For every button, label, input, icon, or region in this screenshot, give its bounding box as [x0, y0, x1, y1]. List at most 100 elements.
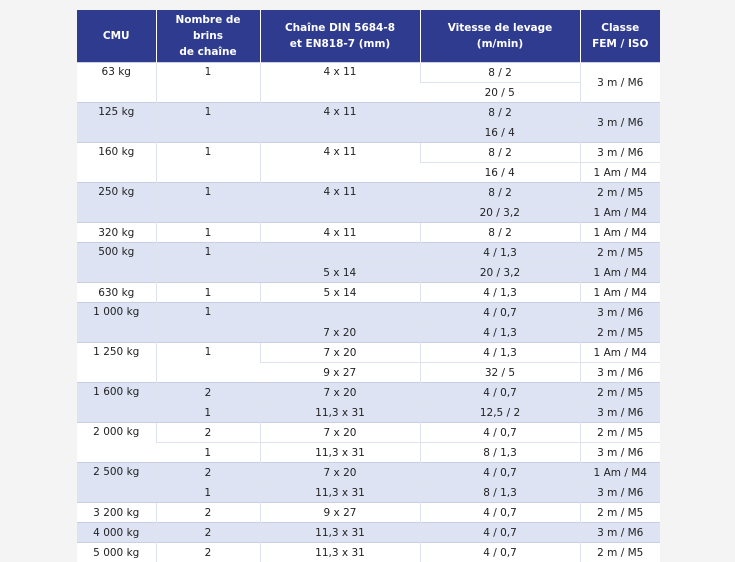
cell-classe: 3 m / M6: [579, 102, 660, 143]
cell-chaine: [259, 242, 420, 263]
cell-classe: 3 m / M6: [579, 362, 660, 383]
cell-brins: 2: [155, 542, 260, 562]
table-row: 1 000 kg 1 4 / 0,7 3 m / M6: [77, 302, 660, 343]
table-row: 5 000 kg 2 11,3 x 31 4 / 0,7 2 m / M5: [77, 542, 660, 562]
table-row: 7 x 20 4 / 1,3 2 m / M5: [77, 322, 660, 343]
cell-vitesse: 4 / 1,3: [419, 242, 580, 263]
cell-chaine: 4 x 11: [259, 182, 420, 223]
cell-chaine: 7 x 20: [259, 462, 420, 483]
table-row: 1 11,3 x 31 8 / 1,3 3 m / M6: [77, 442, 660, 463]
cell-brins: 1: [155, 342, 260, 383]
cell-classe: 2 m / M5: [579, 242, 660, 263]
cell-chaine: 11,3 x 31: [259, 482, 420, 503]
cell-chaine: 4 x 11: [259, 222, 420, 243]
cell-classe: 1 Am / M4: [579, 222, 660, 243]
header-classe: Classe FEM / ISO: [579, 10, 660, 63]
cell-classe: 1 Am / M4: [579, 162, 660, 183]
table-row: 2 500 kg 2 7 x 20 4 / 0,7 1 Am / M4: [77, 462, 660, 503]
cell-classe: 3 m / M6: [579, 482, 660, 503]
cell-classe: 1 Am / M4: [579, 282, 660, 303]
cell-cmu: 125 kg: [77, 102, 156, 143]
cell-classe: 1 Am / M4: [579, 262, 660, 283]
cell-chaine: 4 x 11: [259, 102, 420, 143]
cell-cmu: 4 000 kg: [77, 522, 156, 543]
header-cmu: CMU: [77, 10, 156, 63]
cell-classe: 3 m / M6: [579, 142, 660, 163]
cell-chaine: 5 x 14: [260, 262, 420, 283]
cell-vitesse: 8 / 2: [419, 102, 580, 123]
cell-cmu: 1 250 kg: [77, 342, 156, 383]
cell-brins: 2: [155, 382, 260, 403]
cell-chaine: [259, 302, 420, 323]
cell-chaine: 4 x 11: [259, 142, 420, 183]
cell-chaine: 7 x 20: [259, 422, 420, 443]
table-row: 20 / 3,2 1 Am / M4: [77, 202, 660, 223]
cell-chaine: 5 x 14: [259, 282, 420, 303]
cell-chaine: 9 x 27: [260, 362, 420, 383]
cell-brins: 2: [155, 502, 260, 523]
cell-classe: 2 m / M5: [579, 502, 660, 523]
cell-vitesse: 4 / 0,7: [419, 502, 580, 523]
cell-classe: 1 Am / M4: [579, 342, 660, 363]
cell-classe: 1 Am / M4: [579, 462, 660, 483]
cell-brins: 1: [156, 482, 260, 503]
cell-classe: 2 m / M5: [579, 422, 660, 443]
cell-vitesse: 16 / 4: [420, 162, 580, 183]
cell-vitesse: 4 / 0,7: [419, 522, 580, 543]
cell-brins: 2: [155, 522, 260, 543]
cell-classe: 2 m / M5: [579, 542, 660, 562]
cell-brins: 1: [155, 102, 260, 143]
cell-chaine: 7 x 20: [259, 382, 420, 403]
cell-cmu: 250 kg: [77, 182, 156, 223]
table-row: 630 kg 1 5 x 14 4 / 1,3 1 Am / M4: [77, 282, 660, 303]
cell-brins: 1: [155, 222, 260, 243]
cell-chaine: 11,3 x 31: [259, 442, 420, 463]
cell-chaine: 11,3 x 31: [259, 402, 420, 423]
cell-chaine: 7 x 20: [259, 342, 420, 363]
table-header-row: CMU Nombre de brins de chaîne Chaîne DIN …: [77, 10, 660, 63]
cell-vitesse: 32 / 5: [419, 362, 580, 383]
table-row: 500 kg 1 4 / 1,3 2 m / M5: [77, 242, 660, 283]
cell-brins: 1: [155, 142, 260, 183]
cell-chaine: 7 x 20: [260, 322, 420, 343]
cell-vitesse: 12,5 / 2: [419, 402, 580, 423]
cell-cmu: 3 200 kg: [77, 502, 156, 523]
cell-cmu: 63 kg: [77, 62, 156, 103]
cell-chaine: 11,3 x 31: [259, 542, 420, 562]
cell-classe: 2 m / M5: [579, 182, 660, 203]
cell-brins: 2: [155, 462, 260, 483]
cell-chaine: 9 x 27: [259, 502, 420, 523]
table-row: 16 / 4: [77, 122, 660, 143]
cell-chaine: 4 x 11: [259, 62, 420, 103]
cell-cmu: 5 000 kg: [77, 542, 156, 562]
table-row: 4 000 kg 2 11,3 x 31 4 / 0,7 3 m / M6: [77, 522, 660, 543]
cell-classe: 3 m / M6: [579, 522, 660, 543]
cell-vitesse: 8 / 2: [419, 222, 580, 243]
cell-vitesse: 4 / 0,7: [419, 422, 580, 443]
cell-cmu: 630 kg: [77, 282, 156, 303]
table-row: 3 200 kg 2 9 x 27 4 / 0,7 2 m / M5: [77, 502, 660, 523]
cell-vitesse: 20 / 3,2: [419, 262, 580, 283]
cell-cmu: 1 000 kg: [77, 302, 156, 343]
header-chaine: Chaîne DIN 5684-8 et EN818-7 (mm): [259, 10, 420, 63]
cell-cmu: 320 kg: [77, 222, 156, 243]
table-row: 20 / 5: [77, 82, 660, 103]
cell-cmu: 2 000 kg: [77, 422, 156, 463]
header-vitesse: Vitesse de levage (m/min): [419, 10, 580, 63]
cmu-specifications-table: CMU Nombre de brins de chaîne Chaîne DIN …: [77, 10, 660, 562]
cell-classe: 3 m / M6: [579, 302, 660, 323]
cell-vitesse: 20 / 3,2: [420, 202, 580, 223]
cell-vitesse: 4 / 1,3: [419, 282, 580, 303]
cell-brins: 1: [156, 402, 260, 423]
cell-vitesse: 20 / 5: [420, 82, 580, 103]
cell-vitesse: 8 / 2: [419, 62, 580, 83]
table-row: 1 11,3 x 31 8 / 1,3 3 m / M6: [77, 482, 660, 503]
cell-brins: 1: [155, 242, 260, 283]
cell-classe: 3 m / M6: [579, 62, 660, 103]
